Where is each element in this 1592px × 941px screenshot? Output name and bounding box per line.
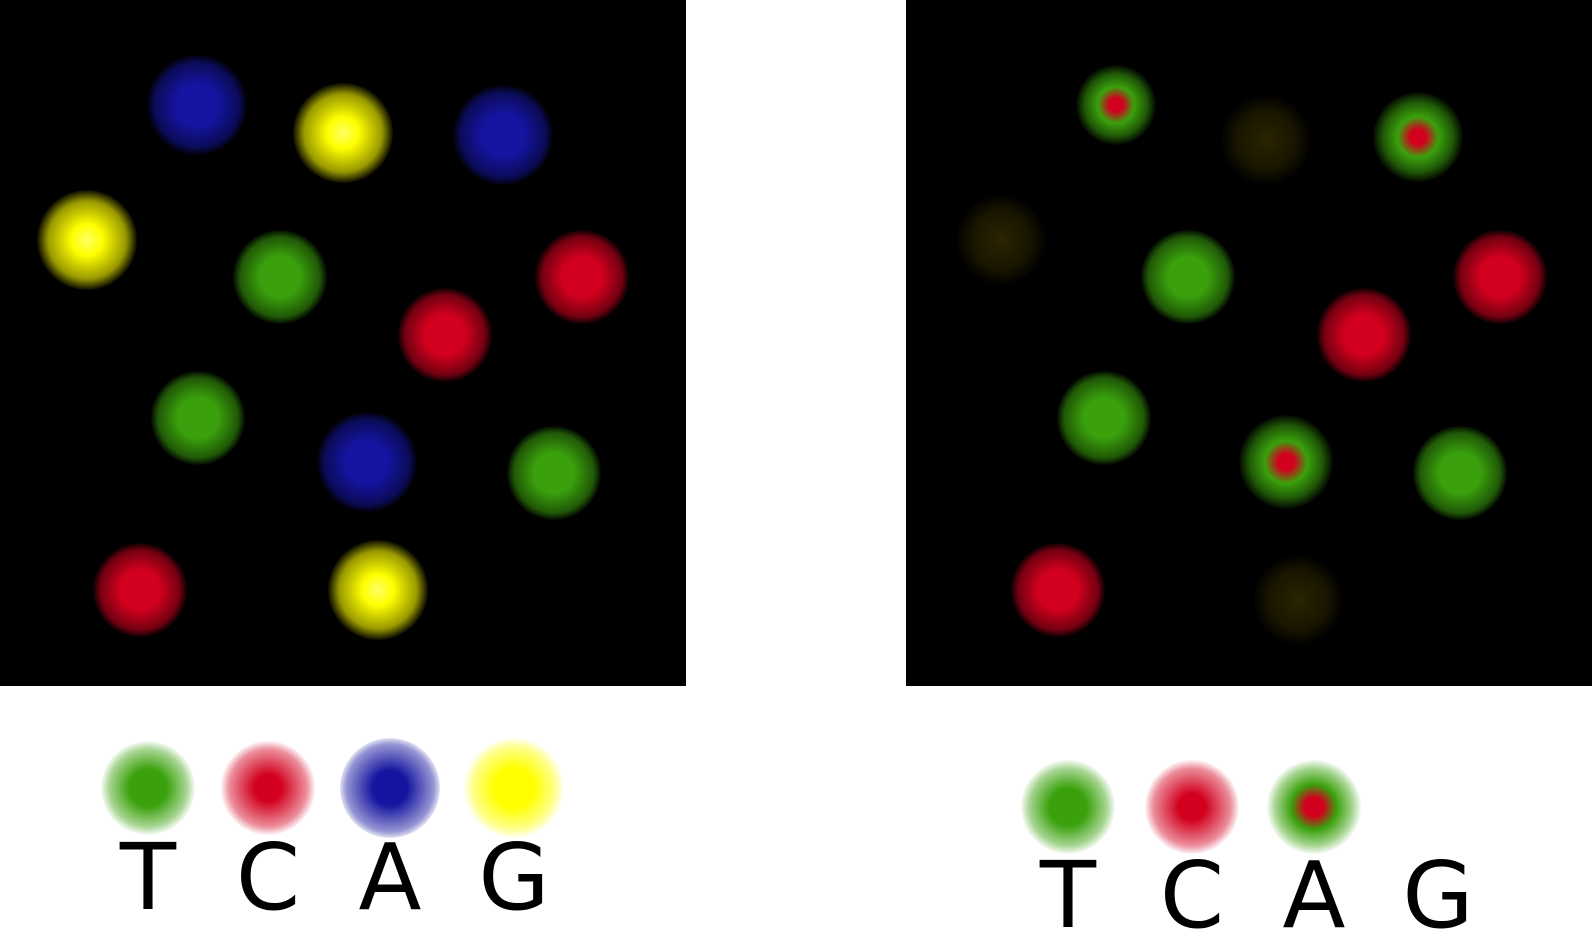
cluster-spot-green <box>151 371 245 465</box>
legend-letter-c: C <box>1159 842 1225 941</box>
legend-letter-a: A <box>358 824 422 931</box>
cluster-spot-faint <box>1253 555 1343 645</box>
legend-letter-g: G <box>478 824 550 931</box>
cluster-spot-green <box>233 230 327 324</box>
cluster-spot-blue <box>317 412 417 512</box>
legend-letter-a: A <box>1282 842 1346 941</box>
cluster-spot-green <box>1057 371 1151 465</box>
cluster-spot-green <box>1141 230 1235 324</box>
legend-letter-t: T <box>1039 842 1097 941</box>
cluster-spot-red <box>535 230 629 324</box>
cluster-spot-blue <box>453 85 553 185</box>
legend-spot-c <box>221 741 315 835</box>
legend-spot-a <box>340 738 440 838</box>
legend-spot-c <box>1145 760 1239 854</box>
cluster-spot-green-red <box>1239 415 1333 509</box>
cluster-spot-red <box>1453 230 1547 324</box>
cluster-spot-green-red <box>1076 65 1156 145</box>
legend-spot-a <box>1267 760 1361 854</box>
cluster-spot-green <box>1413 426 1507 520</box>
left-legend: T C A G <box>0 700 600 940</box>
cluster-spot-red <box>398 288 492 382</box>
cluster-spot-faint <box>1221 95 1311 185</box>
legend-spot-g <box>464 738 564 838</box>
cluster-spot-yellow <box>37 190 137 290</box>
cluster-spot-faint <box>956 195 1046 285</box>
cluster-spot-green <box>507 426 601 520</box>
legend-letter-g: G <box>1402 842 1474 941</box>
cluster-spot-yellow <box>328 540 428 640</box>
cluster-spot-red <box>1317 288 1411 382</box>
legend-letter-c: C <box>235 824 301 931</box>
legend-letter-t: T <box>119 824 177 931</box>
right-flowcell-panel <box>906 0 1592 686</box>
cluster-spot-blue <box>147 55 247 155</box>
cluster-spot-red <box>93 543 187 637</box>
right-legend: T C A G <box>906 700 1506 941</box>
left-flowcell-panel <box>0 0 686 686</box>
cluster-spot-yellow <box>293 83 393 183</box>
cluster-spot-red <box>1011 543 1105 637</box>
cluster-spot-green-red <box>1373 92 1463 182</box>
legend-spot-t <box>1021 760 1115 854</box>
legend-spot-t <box>101 741 195 835</box>
